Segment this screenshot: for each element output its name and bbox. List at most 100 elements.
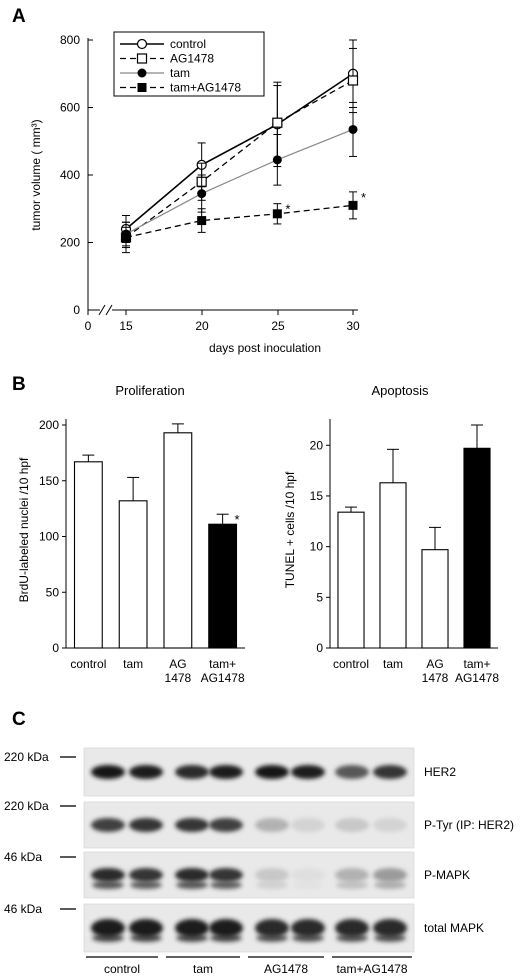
blot-band [373,765,407,779]
series-line [125,204,354,239]
group-label: AG1478 [264,962,308,976]
blot-band [291,765,325,779]
blot-band-lower [92,881,124,889]
y-axis-label-tunel: TUNEL + cells /10 hpf [283,471,297,588]
size-marker-label: 220 kDa [4,750,49,764]
significance-marker: * [234,512,239,527]
data-point [348,200,358,210]
data-point [137,68,147,78]
blot-band [91,818,125,832]
y-tick-label: 800 [60,33,80,47]
series-line [125,128,354,235]
proliferation-bar [208,523,238,649]
data-point [347,75,359,86]
blot-band [373,919,407,937]
blot-band [373,818,407,832]
data-point [348,124,358,134]
blot-band [291,868,325,882]
category-label: tam+ [463,657,490,671]
data-point [272,209,282,219]
blot-band [91,868,125,882]
blot-band-lower [92,934,124,942]
y-tick-label: 100 [39,530,59,544]
blot-band [291,818,325,832]
blot-band [209,765,243,779]
blot-band-lower [176,934,208,942]
category-label: 1478 [165,671,192,685]
y-tick-label: 50 [46,585,60,599]
blot-band [255,919,289,937]
apoptosis-bar [337,511,365,649]
series-line [125,79,354,238]
blot-band [291,919,325,937]
series-tam [121,101,358,247]
blot-band-lower [292,934,324,942]
data-point [136,53,148,64]
line-chart-tumor-volume: tumor volume ( mm³) days post inoculatio… [29,31,366,355]
blot-row-label: HER2 [424,765,456,779]
data-point [136,38,148,50]
western-blot: 220 kDa HER2 220 kDa P-Tyr (IP: HER2) 46 kDa… [4,747,514,976]
blot-band-lower [176,881,208,889]
x-tick-label: 0 [85,319,92,333]
apoptosis-bar [379,482,407,649]
x-tick-label: 15 [119,319,133,333]
category-label: tam+ [209,657,236,671]
x-tick-label: 20 [195,319,209,333]
blot-band [335,868,369,882]
proliferation-bar [163,432,193,649]
panel-label-b: B [12,374,26,395]
y-tick-label: 0 [316,641,323,655]
data-point [197,216,207,226]
data-point [121,232,131,242]
blot-band-lower [130,934,162,942]
bar-chart-apoptosis: Apoptosis TUNEL + cells /10 hpf 0 5 10 15 20… [283,383,499,685]
blot-band [209,818,243,832]
apoptosis-bar [463,447,491,649]
category-label: 1478 [422,671,449,685]
category-label: tam [123,657,143,671]
apoptosis-bar [421,549,449,649]
x-tick-label: 30 [346,319,360,333]
blot-band-lower [210,934,242,942]
blot-band-lower [292,881,324,889]
y-tick-label: 400 [60,168,80,182]
data-point [272,117,283,128]
blot-band-lower [256,934,288,942]
group-label: tam [193,962,213,976]
blot-band [335,765,369,779]
y-tick-label: 200 [39,418,59,432]
blot-band-lower [374,881,406,889]
proliferation-bar [118,500,148,649]
blot-band-lower [336,934,368,942]
blot-band [255,765,289,779]
blot-strip-p-tyr: 220 kDa P-Tyr (IP: HER2) [4,799,514,849]
blot-band-lower [210,881,242,889]
bar-chart-proliferation: Proliferation BrdU-labeled nuclei /10 hp… [17,383,245,685]
blot-band [209,868,243,882]
legend-label: AG1478 [170,52,214,66]
blot-band [129,765,163,779]
size-marker-label: 46 kDa [4,902,42,916]
y-axis-label-brdu: BrdU-labeled nuclei /10 hpf [17,457,31,602]
y-tick-label: 20 [310,438,324,452]
category-label: control [333,657,369,671]
significance-marker: * [285,202,290,217]
y-tick-label: 0 [73,303,80,317]
chart-title-proliferation: Proliferation [115,383,184,398]
blot-band [129,818,163,832]
significance-marker: * [361,190,366,205]
blot-strip-p-mapk: 46 kDa P-MAPK [4,850,470,899]
category-label: control [70,657,106,671]
y-tick-label: 0 [52,641,59,655]
blot-row-label: P-MAPK [424,868,470,882]
y-tick-label: 10 [310,540,324,554]
blot-band-lower [256,881,288,889]
y-tick-label: 15 [310,489,324,503]
blot-band [373,868,407,882]
y-tick-label: 600 [60,101,80,115]
category-label: tam [383,657,403,671]
legend-label: tam [170,66,190,80]
blot-strip-total: 46 kDa total MAPK [4,902,484,953]
